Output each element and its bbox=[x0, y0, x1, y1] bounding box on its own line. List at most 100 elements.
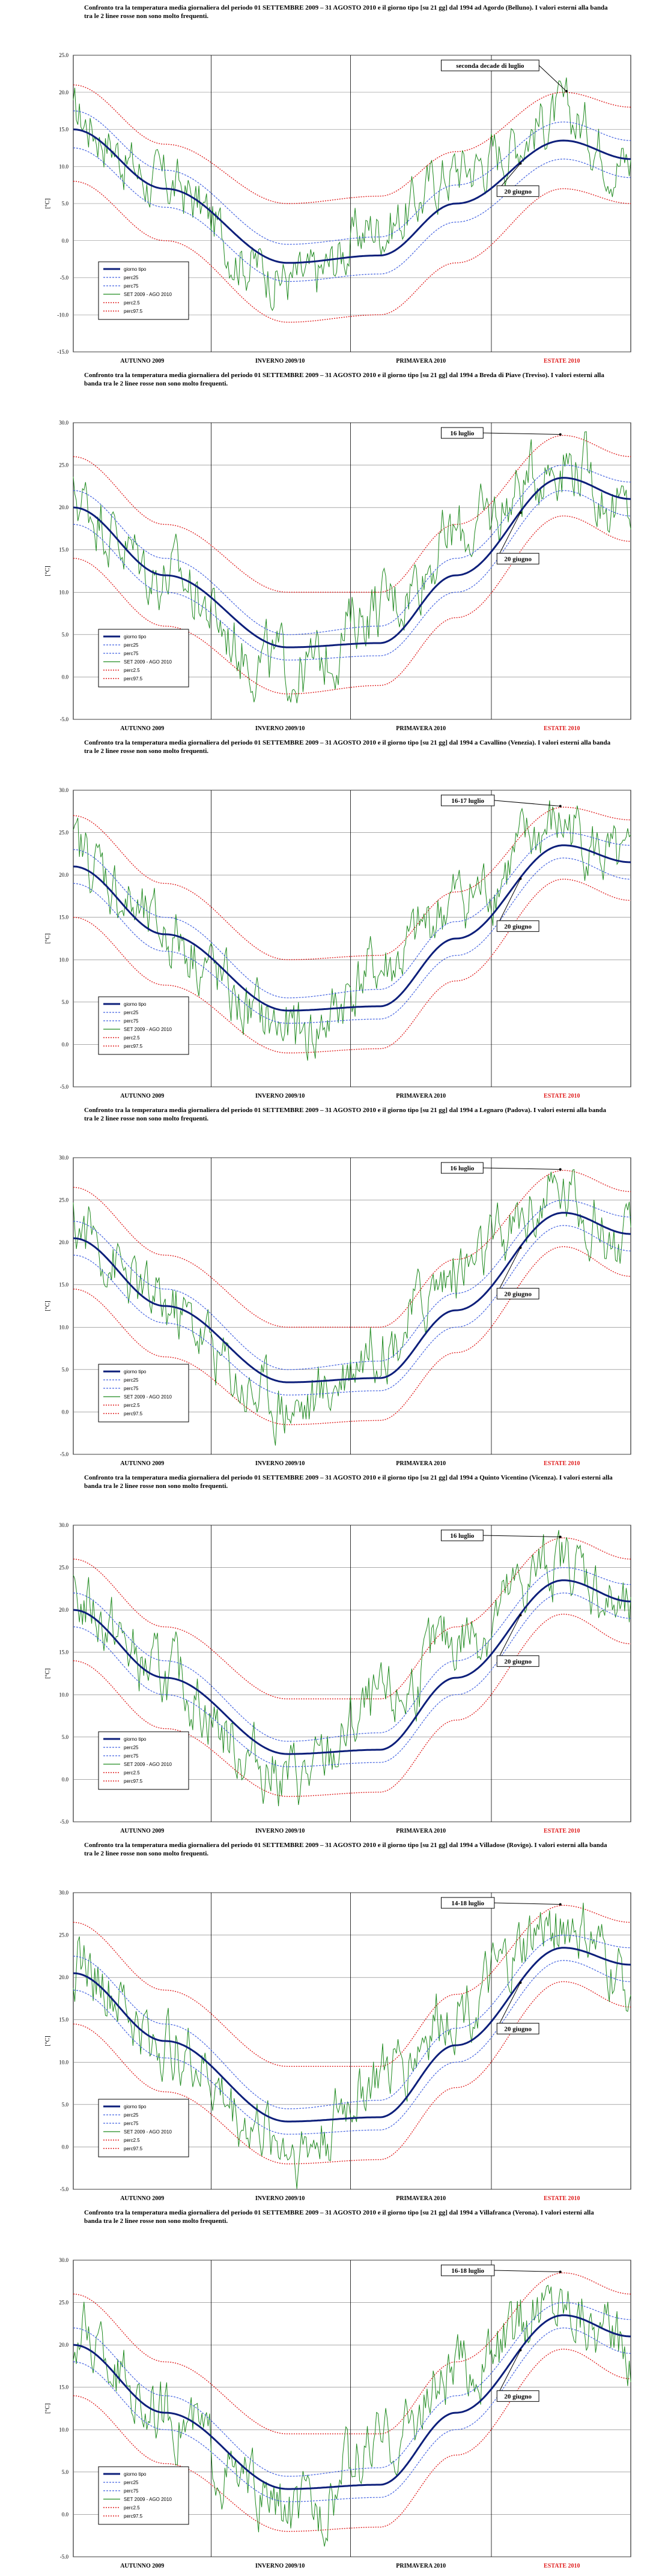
annotation-arrowhead bbox=[519, 511, 522, 514]
season-label: PRIMAVERA 2010 bbox=[396, 2195, 446, 2202]
annotation-arrowhead bbox=[559, 433, 562, 436]
legend-label: perc97.5 bbox=[124, 2146, 143, 2151]
season-label: PRIMAVERA 2010 bbox=[396, 1828, 446, 1834]
y-tick-label: 25.0 bbox=[59, 462, 68, 468]
annotation-text: 16 luglio bbox=[450, 430, 475, 437]
y-tick-label: 30.0 bbox=[59, 420, 68, 426]
season-label: INVERNO 2009/10 bbox=[255, 1828, 305, 1834]
legend-label: perc97.5 bbox=[124, 1044, 143, 1049]
annotation-arrowhead bbox=[559, 805, 562, 808]
series-perc75-line bbox=[73, 832, 631, 999]
annotation-arrowhead bbox=[519, 1981, 522, 1984]
legend-label: giorno tipo bbox=[124, 2472, 147, 2477]
legend-label: perc75 bbox=[124, 283, 139, 289]
annotation-arrow bbox=[496, 1247, 521, 1294]
chart-svg: 30.0 25.0 20.0 15.0 10.0 5.0 0.0 -5.0 [°C] AUTUNN… bbox=[44, 1155, 631, 1467]
annotation-box bbox=[496, 1655, 539, 1667]
annotation-arrow bbox=[494, 1902, 560, 1905]
legend-label: perc97.5 bbox=[124, 1779, 143, 1784]
y-tick-label: -15.0 bbox=[57, 349, 68, 355]
series-perc25-line bbox=[73, 857, 631, 1024]
legend-label: perc2.5 bbox=[124, 1403, 140, 1408]
y-tick-label: 10.0 bbox=[59, 957, 68, 963]
annotation-box bbox=[440, 794, 495, 806]
series-perc2-5-line bbox=[73, 2348, 631, 2532]
legend-label: perc75 bbox=[124, 1386, 139, 1391]
y-tick-label: -5.0 bbox=[60, 2554, 69, 2560]
y-tick-label: 15.0 bbox=[59, 2017, 68, 2023]
series-median-line bbox=[73, 1212, 631, 1383]
y-tick-label: 5.0 bbox=[62, 999, 69, 1005]
annotation-box bbox=[496, 1287, 539, 1299]
series-perc97-5-line bbox=[73, 1905, 631, 2067]
annotation-text: 20 giugno bbox=[504, 1290, 532, 1298]
chart-panel: Confronto tra la temperatura media giorn… bbox=[0, 2205, 665, 2572]
legend-label: perc2.5 bbox=[124, 1770, 140, 1776]
y-tick-label: 15.0 bbox=[59, 127, 68, 133]
y-tick-label: -5.0 bbox=[60, 1819, 69, 1825]
legend-label: SET 2009 - AGO 2010 bbox=[124, 659, 172, 665]
annotation-text: 20 giugno bbox=[504, 188, 532, 195]
y-tick-label: 0.0 bbox=[62, 1041, 69, 1047]
legend-label: SET 2009 - AGO 2010 bbox=[124, 1027, 172, 1032]
series-perc2-5-line bbox=[73, 181, 631, 323]
season-label: PRIMAVERA 2010 bbox=[396, 358, 446, 364]
legend-label: perc75 bbox=[124, 651, 139, 656]
annotation-text: 20 giugno bbox=[504, 923, 532, 930]
y-tick-label: 25.0 bbox=[59, 1565, 68, 1571]
annotation-arrow bbox=[494, 800, 560, 807]
chart-panel: Confronto tra la temperatura media giorn… bbox=[0, 1102, 665, 1470]
series-perc2-5-line bbox=[73, 1246, 631, 1426]
y-tick-label: 30.0 bbox=[59, 1155, 68, 1161]
annotation-arrow bbox=[494, 2270, 560, 2272]
y-tick-label: 5.0 bbox=[62, 632, 69, 638]
chart-title: Confronto tra la temperatura media giorn… bbox=[84, 2209, 594, 2225]
annotation-arrow bbox=[496, 512, 521, 559]
series-median-line bbox=[73, 844, 631, 1012]
legend-label: giorno tipo bbox=[124, 634, 147, 639]
series-perc97-5-line bbox=[73, 84, 631, 204]
legend-label: SET 2009 - AGO 2010 bbox=[124, 1394, 172, 1400]
legend-label: giorno tipo bbox=[124, 1737, 147, 1742]
season-label: ESTATE 2010 bbox=[544, 1093, 580, 1099]
y-tick-label: 5.0 bbox=[62, 1367, 69, 1373]
legend-box bbox=[98, 629, 189, 688]
legend-label: giorno tipo bbox=[124, 267, 147, 272]
y-tick-label: 0.0 bbox=[62, 1409, 69, 1415]
series-perc75-line bbox=[73, 1567, 631, 1742]
legend-box bbox=[98, 2099, 189, 2157]
annotation-arrowhead bbox=[565, 89, 568, 92]
y-tick-label: 10.0 bbox=[59, 589, 68, 595]
legend-box bbox=[98, 1364, 189, 1423]
y-tick-label: 0.0 bbox=[62, 1776, 69, 1782]
season-label: PRIMAVERA 2010 bbox=[396, 725, 446, 732]
series-observed-line bbox=[73, 77, 631, 312]
y-tick-label: 0.0 bbox=[62, 2144, 69, 2150]
y-axis-label: [°C] bbox=[44, 933, 51, 943]
legend-label: perc97.5 bbox=[124, 309, 143, 314]
y-tick-label: 15.0 bbox=[59, 1649, 68, 1655]
annotation-arrow bbox=[483, 1167, 560, 1170]
y-tick-label: 5.0 bbox=[62, 201, 69, 207]
annotation-text: seconda decade di luglio bbox=[456, 62, 524, 70]
chart-panel: Confronto tra la temperatura media giorn… bbox=[0, 735, 665, 1102]
season-label: INVERNO 2009/10 bbox=[255, 358, 305, 364]
y-tick-label: 20.0 bbox=[59, 1974, 68, 1980]
season-label: AUTUNNO 2009 bbox=[120, 2195, 164, 2202]
season-label: ESTATE 2010 bbox=[544, 358, 580, 364]
series-median-line bbox=[73, 128, 631, 264]
season-label: AUTUNNO 2009 bbox=[120, 1093, 164, 1099]
season-label: ESTATE 2010 bbox=[544, 1828, 580, 1834]
annotation-text: 16 luglio bbox=[450, 1165, 475, 1172]
season-label: INVERNO 2009/10 bbox=[255, 1460, 305, 1467]
y-tick-label: 25.0 bbox=[59, 830, 68, 836]
y-tick-label: 15.0 bbox=[59, 547, 68, 553]
season-label: ESTATE 2010 bbox=[544, 1460, 580, 1467]
series-perc25-line bbox=[73, 2327, 631, 2502]
season-label: AUTUNNO 2009 bbox=[120, 725, 164, 732]
legend-label: perc75 bbox=[124, 2488, 139, 2494]
y-tick-label: 30.0 bbox=[59, 2257, 68, 2263]
series-observed-line bbox=[73, 2285, 631, 2547]
season-label: AUTUNNO 2009 bbox=[120, 2563, 164, 2569]
y-tick-label: -5.0 bbox=[60, 716, 69, 722]
